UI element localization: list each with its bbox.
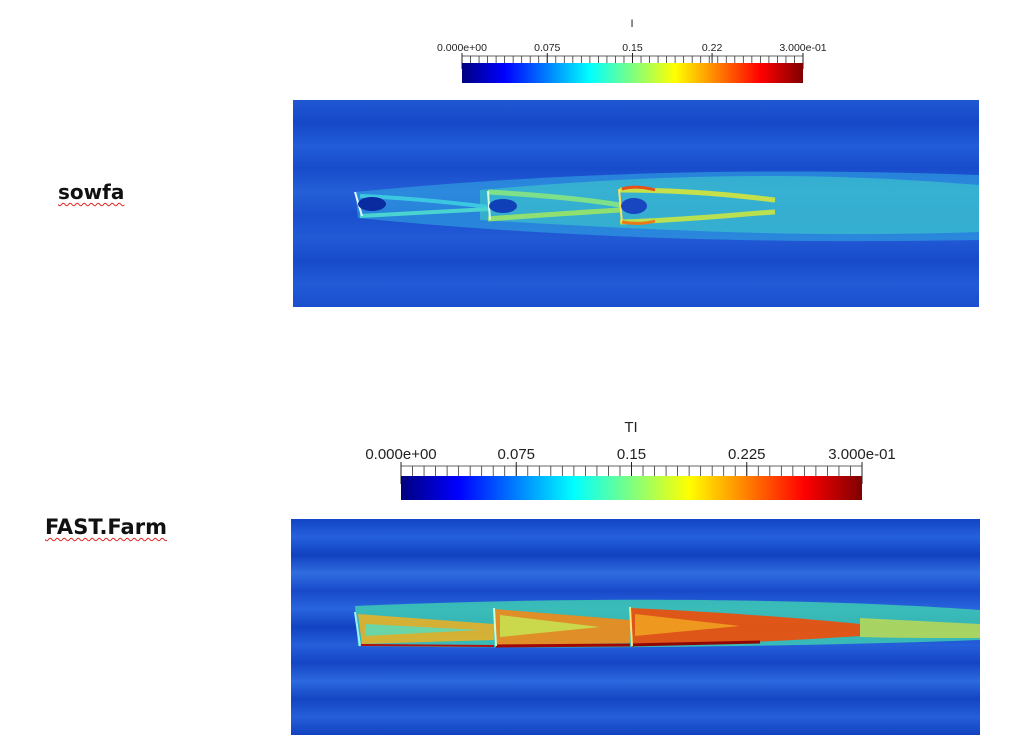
heatmap-sowfa: [293, 100, 979, 307]
turbine-2-hub-deficit-sowfa: [489, 199, 517, 213]
wake-3-upper-shear-sowfa: [619, 187, 776, 203]
colorbar-tick-label: 0.15: [617, 446, 646, 463]
colorbar-tick-label: 0.15: [622, 42, 643, 54]
colorbar-tick-labels-sowfa: 0.000e+00 0.075 0.15 0.22 3.000e-01: [437, 42, 827, 54]
heatmap-fast-farm: [291, 519, 980, 735]
wake-1-lower-edge-fast-farm: [359, 644, 495, 647]
colorbar-fast-farm: TI 0.000e+00 0.075 0.15 0.225 3.000e-01: [365, 419, 896, 500]
wake-3-lower-shear-sowfa: [619, 209, 776, 225]
sowfa-label-text: sowfa: [58, 180, 125, 204]
turbine-3-sowfa: [618, 188, 623, 224]
turbine-2-sowfa: [487, 190, 491, 221]
colorbar-tick-label: 3.000e-01: [828, 446, 896, 463]
colorbar-tick-labels-fast-farm: 0.000e+00 0.075 0.15 0.225 3.000e-01: [365, 446, 895, 463]
wake-core-sowfa: [480, 175, 979, 235]
turbine-3-tip-lower-sowfa: [621, 219, 656, 225]
wake-2-core-fast-farm: [500, 615, 600, 637]
colorbar-tick-label: 3.000e-01: [779, 42, 826, 54]
wake-2-upper-shear-sowfa: [487, 189, 621, 208]
turbine-1-fast-farm: [354, 611, 361, 647]
colorbar-tick-label: 0.075: [497, 446, 535, 463]
wake-3-lower-edge-fast-farm: [631, 640, 761, 647]
wake-3-core-fast-farm: [635, 614, 740, 636]
wake-tail-fast-farm: [860, 618, 980, 638]
colorbar-tick-label: 0.000e+00: [437, 42, 487, 54]
wake-group-sowfa: [354, 171, 979, 242]
wake-1-lower-shear-sowfa: [359, 207, 491, 218]
colorbar-title-sowfa: I: [630, 18, 633, 30]
turbine-1-hub-deficit-sowfa: [358, 197, 386, 211]
wake-2-lower-shear-sowfa: [487, 207, 621, 222]
turbine-2-fast-farm: [493, 607, 497, 647]
panel-label-sowfa: sowfa: [58, 180, 124, 204]
colorbar-ticks-sowfa: [461, 53, 804, 69]
colorbar-sowfa: I 0.000e+00 0.075 0.15 0.22 3.000e-01: [437, 18, 827, 83]
wake-group-fast-farm: [354, 599, 980, 648]
turbine-3-tip-upper-sowfa: [621, 185, 656, 192]
colorbar-tick-label: 0.000e+00: [365, 446, 436, 463]
wake-1-core-fast-farm: [365, 624, 480, 636]
colorbar-tick-label: 0.075: [534, 42, 560, 54]
colorbar-tick-label: 0.22: [702, 42, 723, 54]
wake-3-fast-farm: [630, 608, 860, 646]
colorbar-gradient-fast-farm: [401, 476, 862, 500]
wake-1-upper-shear-sowfa: [359, 194, 491, 209]
colorbar-title-fast-farm: TI: [624, 419, 637, 436]
colorbar-gradient-sowfa: [462, 63, 803, 83]
fast-farm-label-text: FAST.Farm: [45, 515, 167, 539]
colorbar-tick-label: 0.225: [728, 446, 766, 463]
wake-2-lower-edge-fast-farm: [495, 643, 631, 648]
panel-label-fast-farm: FAST.Farm: [45, 515, 167, 539]
turbine-3-fast-farm: [629, 606, 633, 647]
turbine-3-hub-deficit-sowfa: [621, 198, 647, 214]
